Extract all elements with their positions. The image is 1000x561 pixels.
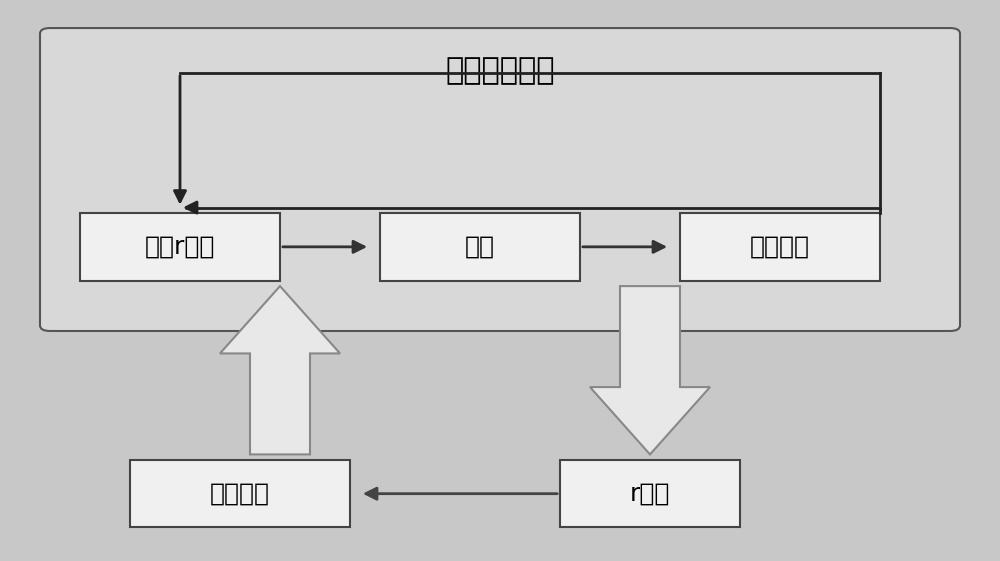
- Polygon shape: [220, 286, 340, 454]
- Text: 确定位置: 确定位置: [750, 235, 810, 259]
- FancyBboxPatch shape: [560, 460, 740, 527]
- FancyBboxPatch shape: [130, 460, 350, 527]
- Polygon shape: [590, 286, 710, 454]
- FancyBboxPatch shape: [80, 213, 280, 280]
- Text: 粒子迭代循环: 粒子迭代循环: [445, 56, 555, 85]
- Text: 表面属性: 表面属性: [210, 482, 270, 505]
- FancyBboxPatch shape: [380, 213, 580, 280]
- Text: r纹理: r纹理: [630, 482, 670, 505]
- FancyBboxPatch shape: [40, 28, 960, 331]
- FancyBboxPatch shape: [680, 213, 880, 280]
- Text: 传播: 传播: [465, 235, 495, 259]
- Text: 发射r粒子: 发射r粒子: [145, 235, 215, 259]
